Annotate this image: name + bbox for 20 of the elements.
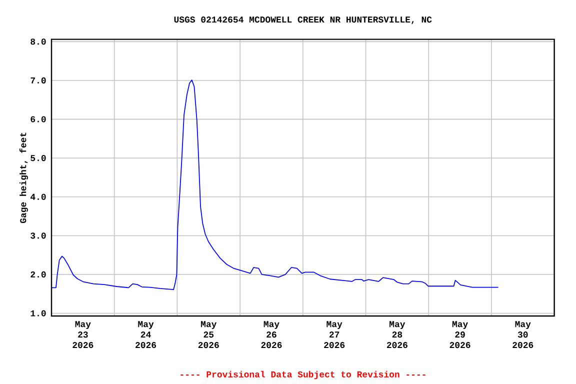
x-tick-label: May 28 2026 bbox=[386, 321, 408, 348]
x-tick-label: May 24 2026 bbox=[136, 321, 156, 348]
y-tick-label: 2.0 bbox=[30, 271, 46, 278]
chart-title: USGS 02142654 MCDOWELL CREEK NR HUNTERSVILLE, NC bbox=[174, 16, 432, 24]
line-series bbox=[52, 80, 499, 290]
x-tick-label: May 30 2026 bbox=[512, 321, 534, 348]
x-tick-label: May 26 2026 bbox=[261, 321, 282, 348]
x-tick-label: May 25 2026 bbox=[198, 321, 219, 348]
text: ---- Provisional Data Subject to Revision ---- bbox=[180, 370, 426, 380]
y-tick-label: 8.0 bbox=[30, 38, 46, 45]
x-tick-label: May 23 2026 bbox=[72, 321, 94, 348]
x-tick-label: May 29 2026 bbox=[450, 321, 470, 348]
x-tick-label: May 27 2026 bbox=[324, 321, 345, 348]
y-axis-title: Gage height, feet bbox=[19, 132, 28, 224]
y-tick-label: 1.0 bbox=[30, 310, 46, 316]
y-tick-label: 7.0 bbox=[30, 77, 46, 84]
y-tick-label: 4.0 bbox=[30, 194, 46, 200]
y-tick-label: 5.0 bbox=[30, 155, 46, 162]
y-tick-label: 3.0 bbox=[30, 232, 46, 239]
y-tick-label: 6.0 bbox=[30, 116, 46, 122]
